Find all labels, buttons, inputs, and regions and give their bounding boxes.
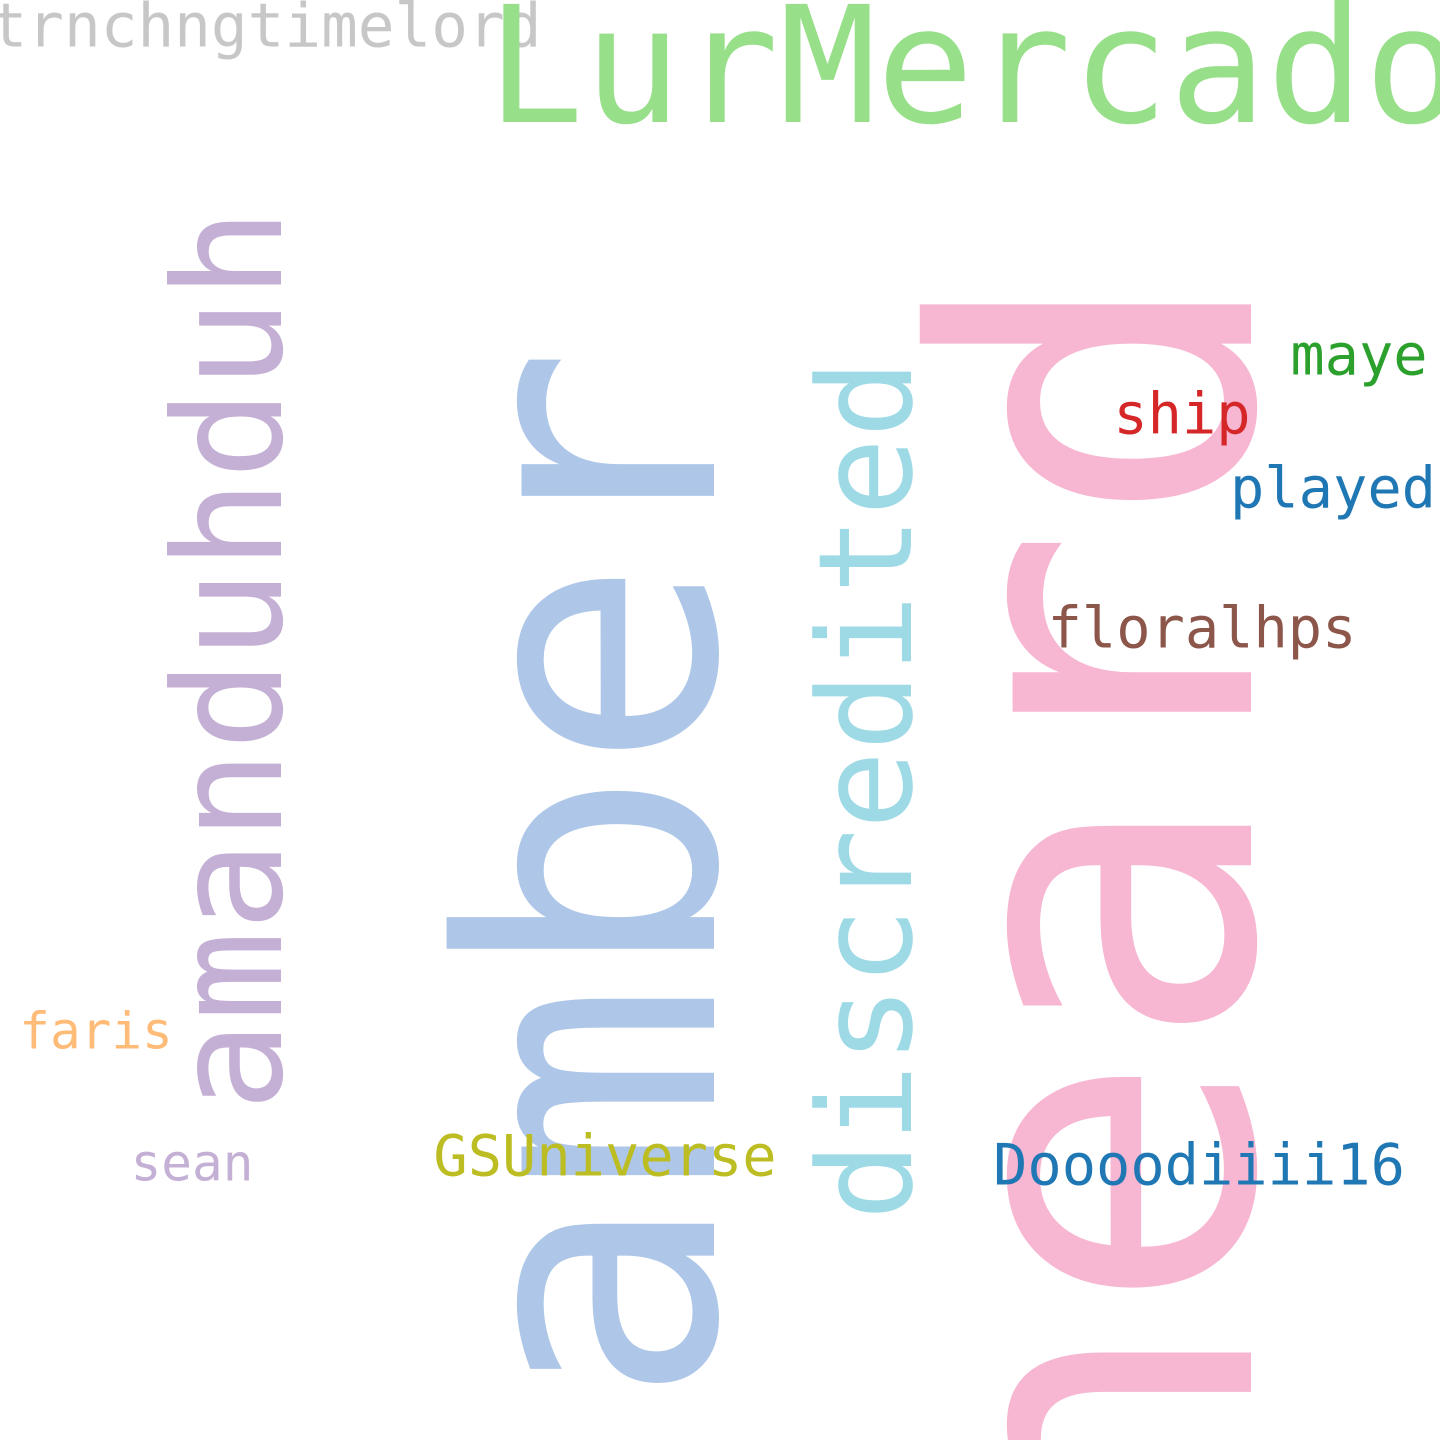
word-faris: faris xyxy=(19,1002,173,1062)
word-heard: heard xyxy=(846,263,1354,1440)
word-ship: ship xyxy=(1113,381,1251,448)
word-lurmercado: LurMercado xyxy=(486,0,1440,161)
word-maye: maye xyxy=(1290,322,1428,389)
word-discredited: discredited xyxy=(790,359,942,1221)
word-floralhps: floralhps xyxy=(1047,595,1357,662)
word-played: played xyxy=(1230,455,1436,522)
word-amanduhduh: amanduhduh xyxy=(143,208,317,1112)
word-sean: sean xyxy=(130,1134,254,1194)
word-dooooodiiii16: Doooodiiii16 xyxy=(993,1132,1405,1199)
word-amber: amber xyxy=(388,346,798,1406)
word-gsuniverse: GSUniverse xyxy=(433,1123,777,1190)
word-trnchngtimelord: trnchngtimelord xyxy=(0,0,542,62)
